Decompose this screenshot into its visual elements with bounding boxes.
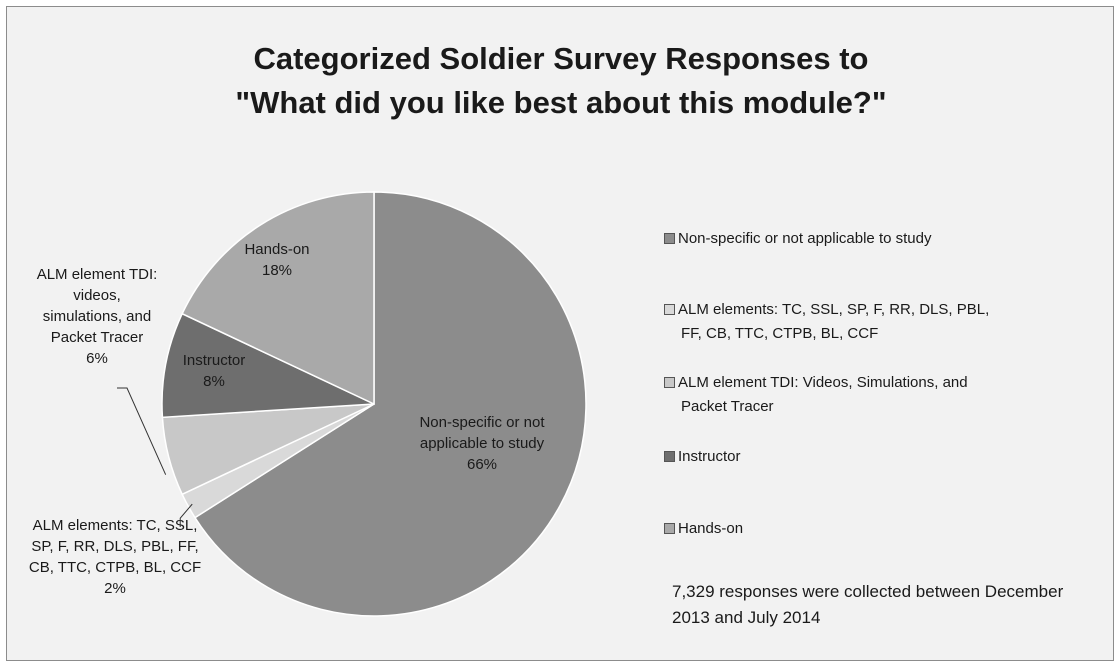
legend-item-alm-tdi: ALM element TDI: Videos, Simulations, an… bbox=[664, 371, 1064, 419]
slice-data-label: ALM element TDI: videos, simulations, and P… bbox=[37, 266, 158, 367]
legend-label: Hands-on bbox=[678, 520, 744, 537]
legend-swatch bbox=[664, 377, 675, 388]
legend-swatch bbox=[664, 523, 675, 534]
slice-data-label: Hands-on 18% bbox=[244, 241, 309, 279]
slice-data-label: Non-specific or not applicable to study 66… bbox=[419, 414, 545, 473]
slice-data-label: ALM elements: TC, SSL, SP, F, RR, DLS, PB… bbox=[29, 517, 201, 597]
chart-title-line-2: "What did you like best about this modul… bbox=[235, 85, 887, 120]
pie-slice bbox=[181, 191, 375, 406]
leader-line bbox=[179, 503, 193, 527]
slice-data-label: Instructor 8% bbox=[183, 352, 246, 390]
pie-chart: Non-specific or not applicable to study 66… bbox=[29, 191, 587, 617]
chart-title-line-1: Categorized Soldier Survey Responses to bbox=[253, 41, 869, 76]
legend-label: ALM element TDI: Videos, Simulations, an… bbox=[678, 374, 968, 391]
legend-label: Instructor bbox=[678, 448, 741, 465]
chart-frame: Categorized Soldier Survey Responses to … bbox=[6, 6, 1114, 661]
legend-item-hands-on: Hands-on bbox=[664, 517, 1064, 541]
chart-title: Categorized Soldier Survey Responses to … bbox=[7, 37, 1115, 125]
pie-slice bbox=[193, 191, 587, 617]
legend-swatch bbox=[664, 451, 675, 462]
responses-note: 7,329 responses were collected between D… bbox=[672, 582, 1064, 627]
legend-label-cont: FF, CB, TTC, CTPB, BL, CCF bbox=[681, 325, 879, 342]
legend-item-non-specific: Non-specific or not applicable to study bbox=[664, 227, 1064, 251]
legend-label: ALM elements: TC, SSL, SP, F, RR, DLS, P… bbox=[678, 301, 990, 318]
legend-label-cont: Packet Tracer bbox=[681, 398, 774, 415]
pie-slice bbox=[161, 312, 375, 419]
legend-item-instructor: Instructor bbox=[664, 445, 1064, 469]
legend-swatch bbox=[664, 304, 675, 315]
leader-line bbox=[117, 387, 167, 475]
legend-item-alm-elements: ALM elements: TC, SSL, SP, F, RR, DLS, P… bbox=[664, 298, 1064, 346]
legend-swatch bbox=[664, 233, 675, 244]
legend-label: Non-specific or not applicable to study bbox=[678, 230, 932, 247]
